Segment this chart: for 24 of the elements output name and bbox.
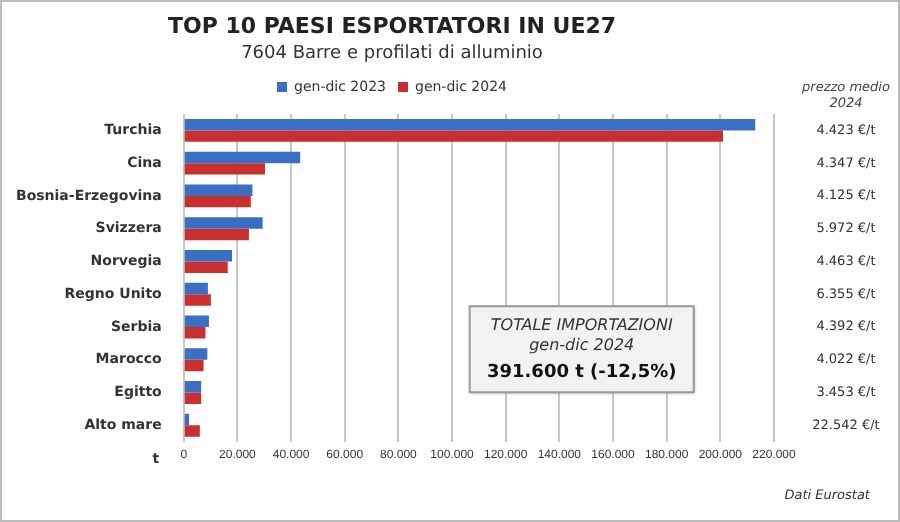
chart-subtitle: 7604 Barre e profilati di alluminio bbox=[241, 43, 544, 64]
bar bbox=[184, 195, 251, 208]
bar bbox=[184, 359, 204, 372]
annotation: gen-dic 2024 bbox=[529, 336, 635, 355]
bar bbox=[184, 130, 724, 142]
bar bbox=[184, 184, 253, 196]
bar bbox=[184, 425, 200, 437]
bar bbox=[184, 294, 211, 306]
bar bbox=[184, 380, 202, 393]
bar bbox=[184, 326, 206, 339]
bar bbox=[184, 261, 228, 273]
bar bbox=[184, 118, 756, 131]
annotation: TOTALE IMPORTAZIONI bbox=[490, 316, 674, 335]
annotation: 391.600 t (-12,5%) bbox=[486, 362, 677, 383]
bar bbox=[184, 217, 263, 229]
chart-title: TOP 10 PAESI ESPORTATORI IN UE27 bbox=[167, 12, 617, 39]
bar bbox=[184, 282, 208, 295]
bar bbox=[184, 151, 301, 164]
bar bbox=[184, 315, 209, 327]
bar bbox=[184, 249, 233, 262]
bar bbox=[184, 163, 266, 175]
bar bbox=[184, 392, 202, 404]
bar bbox=[184, 228, 249, 241]
bar bbox=[184, 348, 208, 360]
